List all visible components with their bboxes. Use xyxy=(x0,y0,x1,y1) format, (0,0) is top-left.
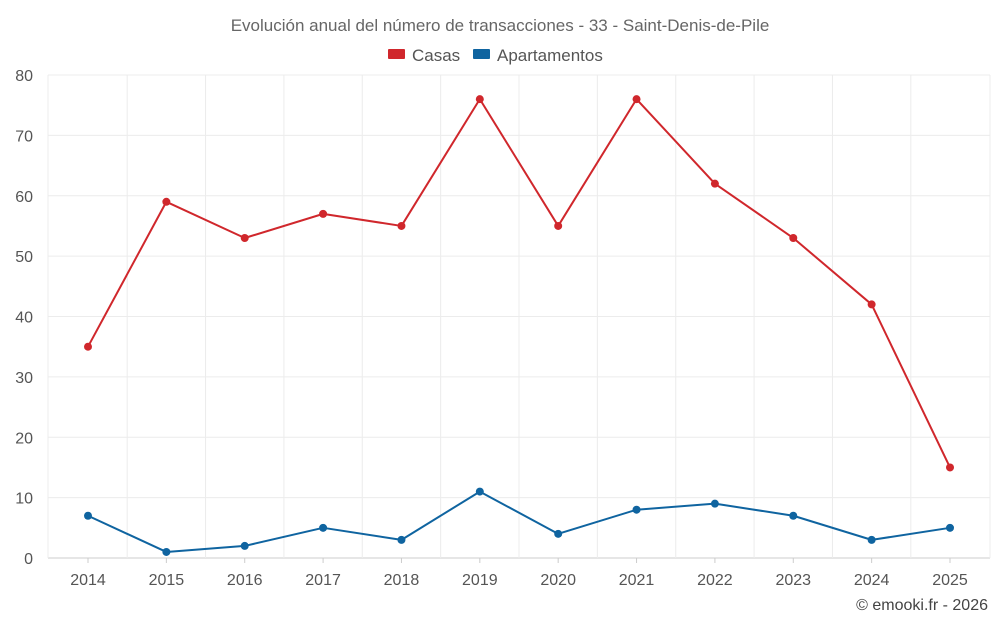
data-point-apartamentos[interactable] xyxy=(397,535,406,544)
data-point-apartamentos[interactable] xyxy=(319,523,328,532)
data-point-apartamentos[interactable] xyxy=(946,523,954,532)
x-tick-label: 2024 xyxy=(854,572,890,589)
data-point-apartamentos[interactable] xyxy=(632,505,641,514)
y-tick-label: 10 xyxy=(15,491,33,508)
x-tick-label: 2020 xyxy=(540,572,576,589)
series-line-apartamentos xyxy=(87,490,951,553)
y-tick-label: 20 xyxy=(15,430,33,447)
legend-label-apartamentos: Apartamentos xyxy=(497,46,603,65)
data-point-apartamentos[interactable] xyxy=(867,535,876,544)
data-point-casas[interactable] xyxy=(632,95,641,104)
x-tick-label: 2021 xyxy=(619,572,655,589)
legend-swatch-casas xyxy=(388,49,405,59)
y-tick-label: 50 xyxy=(15,249,33,266)
y-tick-label: 0 xyxy=(24,551,33,568)
x-tick-label: 2015 xyxy=(149,572,185,589)
x-tick-label: 2018 xyxy=(384,572,420,589)
data-point-apartamentos[interactable] xyxy=(475,487,484,496)
data-point-apartamentos[interactable] xyxy=(162,547,171,556)
legend: Casas Apartamentos xyxy=(388,46,603,65)
x-tick-label: 2017 xyxy=(305,572,341,589)
x-tick-label: 2019 xyxy=(462,572,498,589)
data-point-apartamentos[interactable] xyxy=(554,529,563,538)
data-point-casas[interactable] xyxy=(710,179,719,188)
data-point-casas[interactable] xyxy=(789,234,798,243)
data-point-casas[interactable] xyxy=(475,95,484,104)
y-tick-label: 30 xyxy=(15,370,33,387)
data-point-apartamentos[interactable] xyxy=(240,541,249,550)
series-layer xyxy=(84,95,954,556)
y-axis: 0 10 20 30 40 50 60 70 80 xyxy=(15,68,33,568)
legend-swatch-apartamentos xyxy=(473,49,490,59)
data-point-casas[interactable] xyxy=(554,221,563,230)
x-tick-label: 2016 xyxy=(227,572,263,589)
legend-item-casas[interactable]: Casas xyxy=(388,46,460,65)
data-point-casas[interactable] xyxy=(946,463,954,472)
y-tick-label: 80 xyxy=(15,68,33,85)
data-point-casas[interactable] xyxy=(84,342,92,351)
y-tick-label: 60 xyxy=(15,189,33,206)
credit-text: © emooki.fr - 2026 xyxy=(856,597,988,614)
x-axis: 2014 2015 2016 2017 2018 2019 2020 2021 2022 2023… xyxy=(70,558,968,589)
data-point-casas[interactable] xyxy=(867,300,876,309)
chart-title: Evolución anual del número de transaccio… xyxy=(231,16,770,35)
legend-item-apartamentos[interactable]: Apartamentos xyxy=(473,46,603,65)
legend-label-casas: Casas xyxy=(412,46,460,65)
data-point-casas[interactable] xyxy=(240,234,249,243)
x-tick-label: 2022 xyxy=(697,572,733,589)
x-tick-label: 2023 xyxy=(775,572,811,589)
data-point-casas[interactable] xyxy=(397,221,406,230)
data-point-casas[interactable] xyxy=(319,209,328,218)
data-point-casas[interactable] xyxy=(162,197,171,206)
y-tick-label: 70 xyxy=(15,128,33,145)
data-point-apartamentos[interactable] xyxy=(84,511,92,520)
series-line-casas xyxy=(87,98,951,468)
data-point-apartamentos[interactable] xyxy=(710,499,719,508)
x-tick-label: 2014 xyxy=(70,572,106,589)
y-tick-label: 40 xyxy=(15,310,33,327)
x-tick-label: 2025 xyxy=(932,572,968,589)
data-point-apartamentos[interactable] xyxy=(789,511,798,520)
grid xyxy=(47,74,991,559)
